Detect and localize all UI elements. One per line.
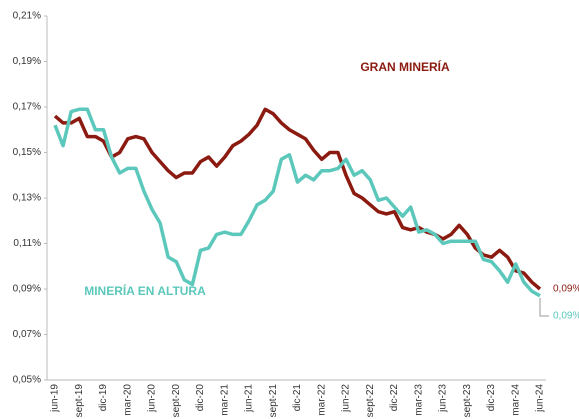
x-tick-label: jun-23 — [438, 384, 449, 413]
x-tick-label: mar-20 — [122, 384, 133, 416]
y-tick-label: 0,09% — [13, 284, 41, 295]
value-label: 0,09% — [553, 311, 579, 322]
x-tick-label: mar-23 — [413, 384, 424, 416]
x-tick-label: sept-20 — [171, 384, 182, 418]
series-line — [53, 107, 541, 298]
x-tick-label: jun-24 — [535, 384, 546, 413]
x-tick-label: dic-19 — [98, 384, 109, 412]
value-label: 0,09% — [553, 284, 579, 295]
y-tick-label: 0,13% — [13, 193, 41, 204]
y-tick-label: 0,05% — [13, 375, 41, 386]
x-tick-label: mar-21 — [219, 384, 230, 416]
y-tick-label: 0,15% — [13, 147, 41, 158]
x-tick-label: sept-23 — [462, 384, 473, 418]
y-tick-label: 0,21% — [13, 11, 41, 22]
x-tick-label: dic-23 — [486, 384, 497, 412]
x-tick-label: sept-22 — [365, 384, 376, 418]
y-tick-label: 0,07% — [13, 329, 41, 340]
leader-line — [539, 297, 549, 317]
x-tick-label: sept-21 — [268, 384, 279, 418]
y-tick-label: 0,17% — [13, 102, 41, 113]
x-tick-label: dic-22 — [389, 384, 400, 412]
x-tick-label: jun-21 — [244, 384, 255, 413]
x-tick-label: jun-19 — [50, 384, 61, 413]
x-tick-label: dic-20 — [195, 384, 206, 412]
series-name: GRAN MINERÍA — [360, 59, 450, 74]
x-tick-label: mar-24 — [510, 384, 521, 416]
x-tick-label: sept-19 — [74, 384, 85, 418]
series-line — [53, 107, 542, 291]
series-name: MINERÍA EN ALTURA — [84, 283, 206, 298]
x-tick-label: dic-21 — [292, 384, 303, 412]
y-tick-label: 0,11% — [13, 238, 41, 249]
x-tick-label: jun-22 — [341, 384, 352, 413]
x-tick-label: jun-20 — [147, 384, 158, 413]
x-tick-label: mar-22 — [316, 384, 327, 416]
y-tick-label: 0,19% — [13, 56, 41, 67]
